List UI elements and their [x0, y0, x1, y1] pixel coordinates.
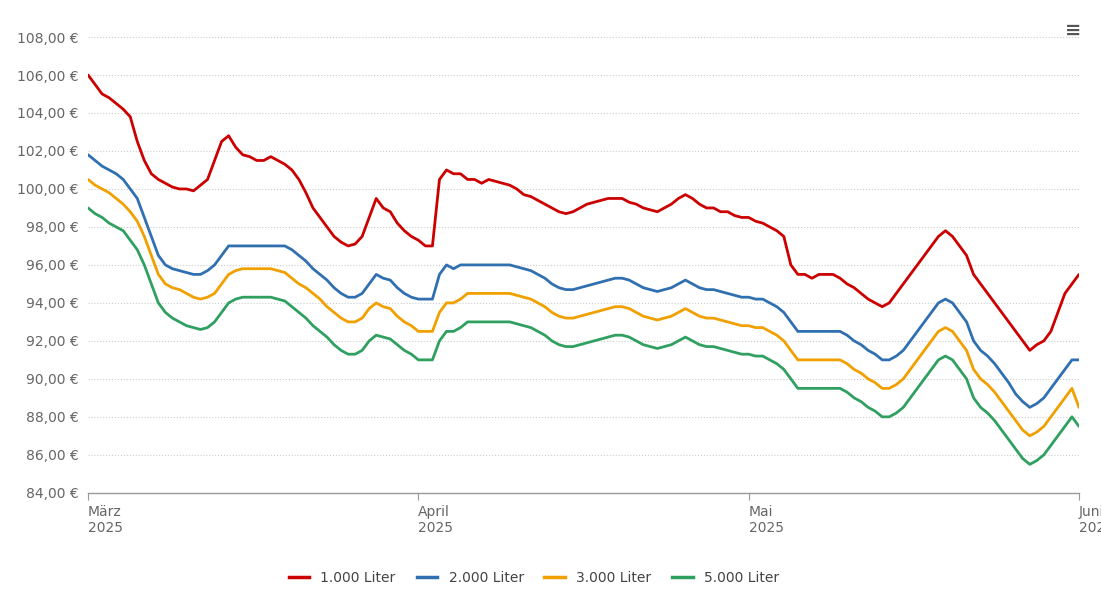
Legend: 1.000 Liter, 2.000 Liter, 3.000 Liter, 5.000 Liter: 1.000 Liter, 2.000 Liter, 3.000 Liter, 5…	[283, 565, 785, 590]
Text: ≡: ≡	[1065, 21, 1081, 40]
